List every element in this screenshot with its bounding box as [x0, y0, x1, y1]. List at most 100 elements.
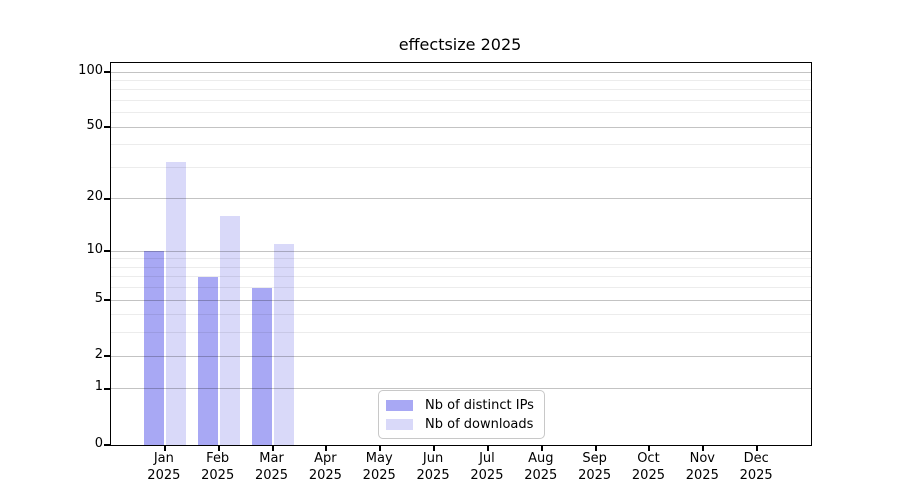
- x-tick-label: Sep 2025: [563, 450, 627, 484]
- x-tick-month: Apr: [314, 451, 337, 466]
- x-tick-label: Jun 2025: [401, 450, 465, 484]
- x-tick-year: 2025: [739, 468, 773, 483]
- x-tick-month: Nov: [689, 451, 715, 466]
- downloads-swatch: [386, 418, 413, 430]
- y-tick-mark: [104, 197, 110, 200]
- x-tick-mark: [648, 446, 651, 451]
- x-axis-labels: Jan 2025 Feb 2025 Mar 2025 Apr 2025 May 2025 Jun 20…: [110, 450, 810, 490]
- x-tick-mark: [433, 446, 436, 451]
- minor-gridline: [111, 266, 811, 268]
- x-tick-month: Jun: [422, 451, 444, 466]
- x-tick-year: 2025: [416, 468, 450, 483]
- legend-label: Nb of distinct IPs: [425, 397, 534, 413]
- x-tick-mark: [756, 446, 759, 451]
- y-tick-label: 10: [86, 241, 103, 257]
- y-tick-mark: [104, 250, 110, 253]
- x-tick-year: 2025: [524, 468, 558, 483]
- major-gridline: [111, 355, 811, 357]
- bar-distinct-ips-mar: [251, 287, 272, 445]
- y-tick-label: 1: [94, 379, 103, 395]
- major-gridline: [111, 198, 811, 200]
- x-tick-month: Jul: [479, 451, 495, 466]
- major-gridline: [111, 126, 811, 128]
- x-tick-label: Jul 2025: [455, 450, 519, 484]
- minor-gridline: [111, 144, 811, 146]
- x-tick-month: Oct: [637, 451, 660, 466]
- minor-gridline: [111, 167, 811, 168]
- x-tick-year: 2025: [631, 468, 665, 483]
- major-gridline: [111, 388, 811, 390]
- y-tick-mark: [104, 444, 110, 446]
- x-tick-mark: [325, 446, 328, 451]
- x-tick-mark: [217, 446, 220, 451]
- minor-gridline: [111, 276, 811, 278]
- x-tick-year: 2025: [254, 468, 289, 483]
- x-tick-mark: [594, 446, 597, 451]
- y-tick-mark: [104, 126, 110, 129]
- legend: Nb of distinct IPs Nb of downloads: [378, 390, 545, 439]
- minor-gridline: [111, 287, 811, 289]
- x-tick-month: Feb: [206, 451, 230, 466]
- y-tick-mark: [104, 299, 110, 302]
- plot-area: [104, 62, 812, 451]
- minor-gridline: [111, 100, 811, 102]
- x-tick-month: Mar: [259, 451, 284, 466]
- x-tick-year: 2025: [362, 468, 396, 483]
- minor-gridline: [111, 112, 811, 114]
- legend-label: Nb of downloads: [425, 416, 534, 432]
- x-tick-month: Sep: [582, 451, 607, 466]
- y-tick-label: 100: [78, 62, 103, 78]
- minor-gridline: [111, 79, 811, 81]
- x-tick-label: Oct 2025: [616, 450, 680, 484]
- x-tick-label: Apr 2025: [293, 450, 357, 484]
- x-tick-label: Mar 2025: [240, 450, 304, 484]
- x-tick-year: 2025: [201, 468, 235, 483]
- minor-gridline: [111, 314, 811, 316]
- bar-downloads-mar: [273, 244, 294, 445]
- x-tick-label: Aug 2025: [509, 450, 573, 484]
- chart-title: effectsize 2025: [398, 35, 522, 54]
- major-gridline: [111, 250, 811, 252]
- x-tick-month: Aug: [528, 451, 554, 466]
- x-tick-mark: [540, 446, 543, 451]
- y-tick-mark: [104, 71, 110, 74]
- x-tick-label: Jan 2025: [132, 450, 196, 484]
- y-tick-label: 0: [94, 435, 103, 451]
- y-tick-label: 2: [94, 346, 103, 362]
- minor-gridline: [111, 332, 811, 334]
- x-tick-year: 2025: [470, 468, 504, 483]
- bar-distinct-ips-feb: [197, 276, 218, 445]
- bar-downloads-feb: [219, 216, 240, 445]
- x-tick-mark: [379, 446, 382, 451]
- x-tick-year: 2025: [578, 468, 612, 483]
- y-axis-labels: 0 1 2 5 10 20 50 100: [0, 62, 103, 451]
- y-tick-mark: [104, 387, 110, 390]
- minor-gridline: [111, 89, 811, 91]
- distinct-ips-swatch: [386, 399, 413, 411]
- x-tick-month: Jan: [153, 451, 174, 466]
- x-tick-label: Nov 2025: [670, 450, 734, 484]
- legend-item-distinct-ips: Nb of distinct IPs: [386, 398, 544, 413]
- legend-item-downloads: Nb of downloads: [386, 417, 544, 432]
- x-tick-mark: [271, 446, 274, 451]
- minor-gridline: [111, 258, 811, 260]
- bar-distinct-ips-jan: [143, 251, 164, 445]
- x-tick-month: May: [365, 451, 393, 466]
- y-tick-label: 50: [86, 117, 103, 133]
- bar-downloads-jan: [165, 162, 186, 445]
- y-tick-label: 20: [86, 189, 103, 205]
- x-tick-label: May 2025: [347, 450, 411, 484]
- x-tick-year: 2025: [685, 468, 719, 483]
- x-tick-mark: [702, 446, 705, 451]
- x-tick-month: Dec: [743, 451, 769, 466]
- x-tick-year: 2025: [147, 468, 181, 483]
- major-gridline: [111, 299, 811, 301]
- y-tick-label: 5: [94, 290, 103, 306]
- x-tick-label: Dec 2025: [724, 450, 788, 484]
- x-tick-label: Feb 2025: [186, 450, 250, 484]
- x-tick-year: 2025: [308, 468, 342, 483]
- major-gridline: [111, 71, 811, 73]
- x-tick-mark: [486, 446, 489, 451]
- y-tick-mark: [104, 355, 110, 358]
